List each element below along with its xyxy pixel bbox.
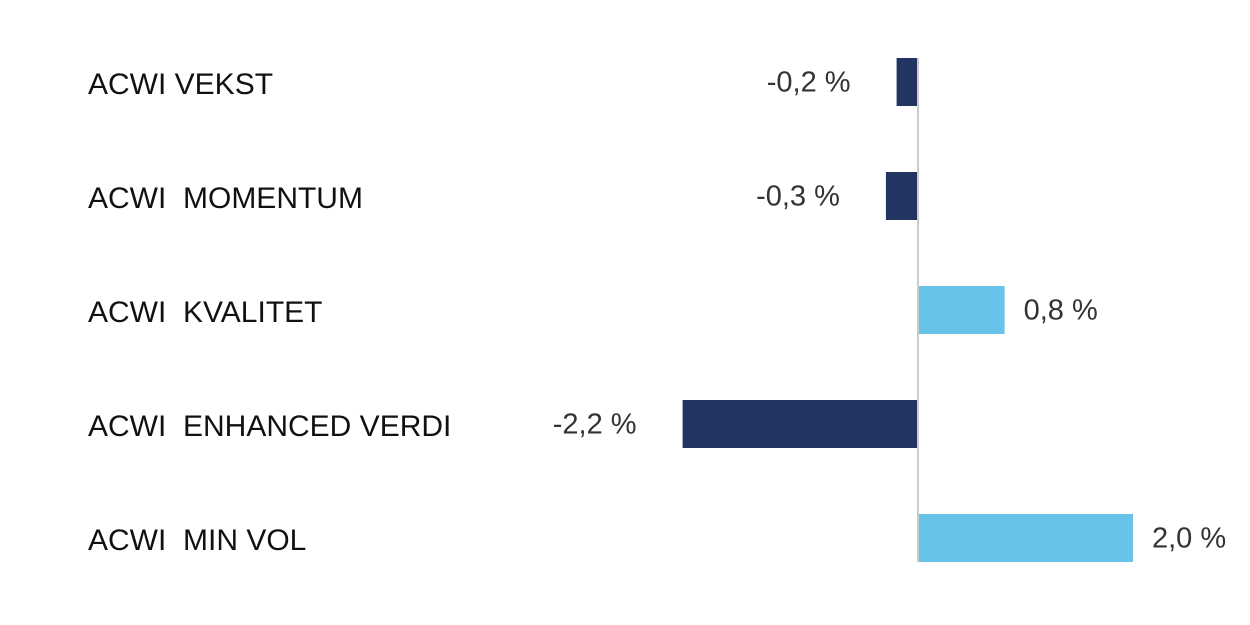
value-label-acwi-momentum: -0,3 % xyxy=(756,181,840,213)
category-labels: ACWI VEKST ACWI MOMENTUM ACWI KVALITET ACWI… xyxy=(88,68,451,557)
bar-acwi-enhanced-verdi xyxy=(682,400,918,448)
bar-acwi-min-vol xyxy=(919,514,1133,562)
value-label-acwi-min-vol: 2,0 % xyxy=(1152,523,1226,555)
category-label-acwi-momentum: ACWI MOMENTUM xyxy=(88,182,363,215)
category-label-acwi-vekst: ACWI VEKST xyxy=(88,68,273,101)
value-label-acwi-kvalitet: 0,8 % xyxy=(1024,295,1098,327)
bar-acwi-kvalitet xyxy=(919,286,1005,334)
value-label-acwi-vekst: -0,2 % xyxy=(767,67,851,99)
bar-acwi-momentum xyxy=(885,172,918,220)
bar-acwi-vekst xyxy=(896,58,918,106)
category-label-acwi-min-vol: ACWI MIN VOL xyxy=(88,524,306,557)
value-label-acwi-enhanced-verdi: -2,2 % xyxy=(553,409,637,441)
category-label-acwi-kvalitet: ACWI KVALITET xyxy=(88,296,322,329)
bars-group xyxy=(682,58,1133,562)
value-labels: -0,2 % -0,3 % 0,8 % -2,2 % 2,0 % xyxy=(553,67,1226,555)
category-label-acwi-enhanced-verdi: ACWI ENHANCED VERDI xyxy=(88,410,451,443)
